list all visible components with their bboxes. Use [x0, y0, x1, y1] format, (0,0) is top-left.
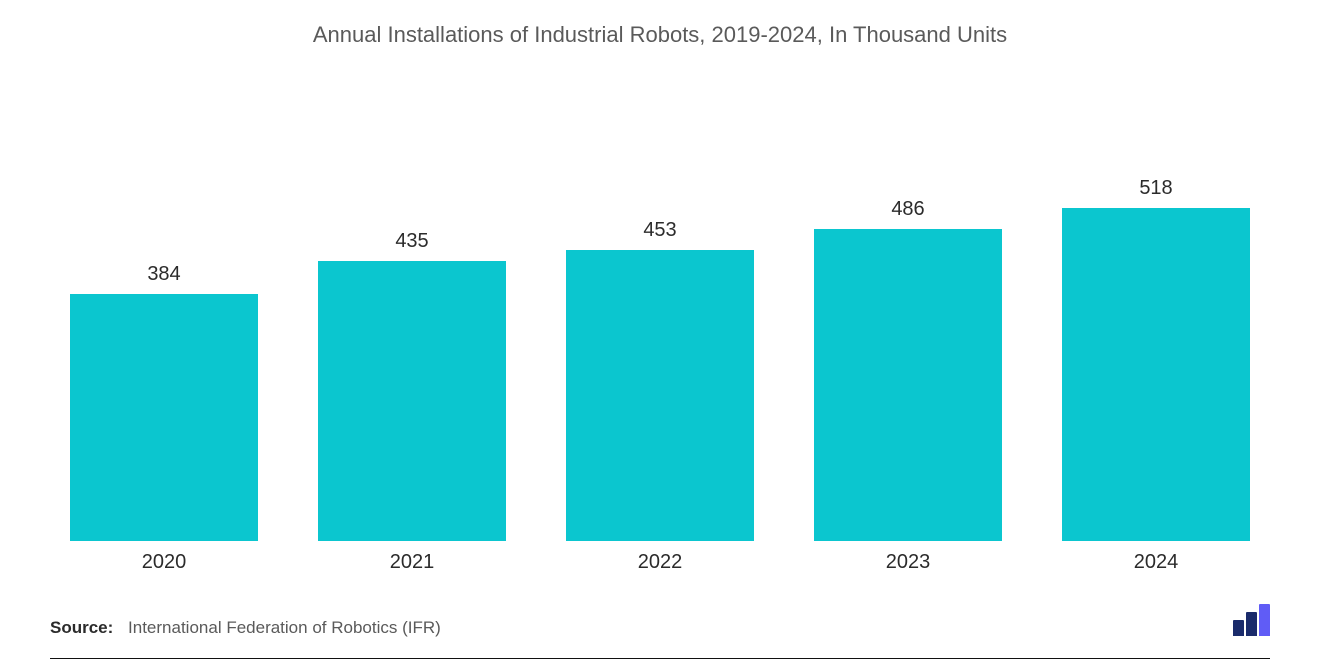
- bar-group: 453: [566, 118, 754, 541]
- bar-rect: [566, 250, 754, 541]
- bar-value-label: 486: [891, 198, 924, 221]
- bar-value-label: 518: [1139, 177, 1172, 200]
- source-label: Source:: [50, 618, 113, 637]
- bar-group: 486: [814, 118, 1002, 541]
- bar-value-label: 384: [147, 263, 180, 286]
- plot-area: 384 435 453 486 518: [50, 58, 1270, 541]
- logo-bar-icon: [1246, 612, 1257, 636]
- chart-title: Annual Installations of Industrial Robot…: [50, 22, 1270, 48]
- chart-container: Annual Installations of Industrial Robot…: [0, 0, 1320, 665]
- brand-logo: [1233, 604, 1270, 638]
- bar-group: 518: [1062, 118, 1250, 541]
- bar-rect: [318, 261, 506, 541]
- bar-group: 384: [70, 118, 258, 541]
- source-line: Source: International Federation of Robo…: [50, 618, 441, 638]
- bar-value-label: 453: [643, 219, 676, 242]
- bar-rect: [814, 229, 1002, 541]
- bar-value-label: 435: [395, 230, 428, 253]
- bar-rect: [70, 294, 258, 541]
- x-axis-label: 2023: [814, 551, 1002, 574]
- logo-bar-icon: [1259, 604, 1270, 636]
- x-axis-label: 2020: [70, 551, 258, 574]
- source-text: International Federation of Robotics (IF…: [128, 618, 441, 637]
- logo-bar-icon: [1233, 620, 1244, 636]
- x-axis-labels: 2020 2021 2022 2023 2024: [50, 541, 1270, 574]
- x-axis-label: 2022: [566, 551, 754, 574]
- x-axis-label: 2021: [318, 551, 506, 574]
- bar-rect: [1062, 208, 1250, 541]
- chart-footer: Source: International Federation of Robo…: [50, 574, 1270, 659]
- x-axis-label: 2024: [1062, 551, 1250, 574]
- bar-group: 435: [318, 118, 506, 541]
